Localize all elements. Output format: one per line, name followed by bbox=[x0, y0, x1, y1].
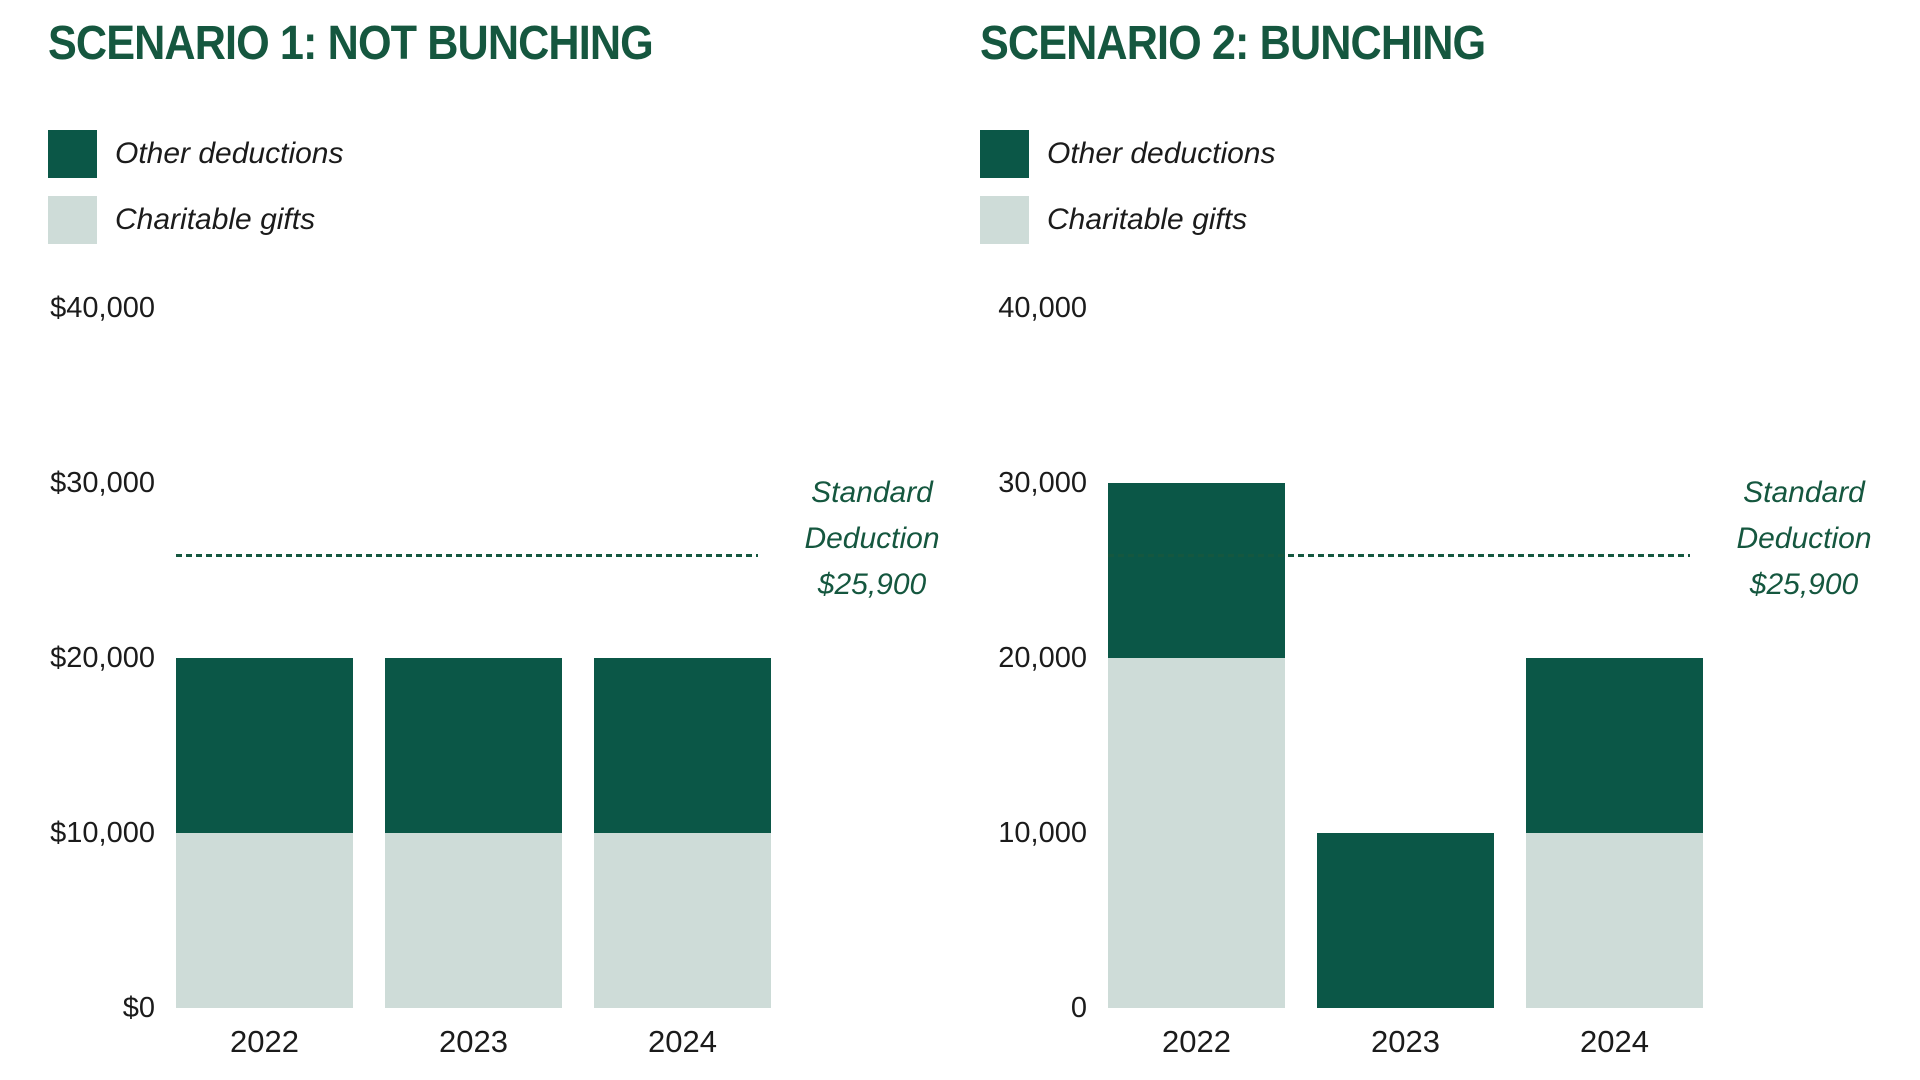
bar-segment-other-deductions bbox=[385, 658, 562, 833]
legend-item-charitable-gifts: Charitable gifts bbox=[980, 196, 1275, 244]
y-axis-tick-label: $10,000 bbox=[50, 817, 155, 849]
x-axis-year-label: 2023 bbox=[1371, 1024, 1440, 1059]
legend-swatch-charitable-gifts bbox=[48, 196, 97, 244]
standard-deduction-line bbox=[176, 553, 758, 557]
legend: Other deductions Charitable gifts bbox=[980, 130, 1275, 262]
legend-item-other-deductions: Other deductions bbox=[980, 130, 1275, 178]
bar-segment-charitable-gifts bbox=[594, 833, 771, 1008]
standard-deduction-label: Standard Deduction $25,900 bbox=[804, 476, 940, 601]
x-axis-year-label: 2024 bbox=[648, 1024, 717, 1059]
bar-segment-other-deductions bbox=[594, 658, 771, 833]
legend-label: Charitable gifts bbox=[115, 203, 316, 236]
y-axis-tick-label: $20,000 bbox=[50, 642, 155, 674]
y-axis-tick-label: 10,000 bbox=[998, 817, 1087, 849]
bar-segment-other-deductions bbox=[1108, 483, 1285, 658]
x-axis-year-label: 2022 bbox=[230, 1024, 299, 1059]
legend-label: Other deductions bbox=[115, 137, 344, 170]
scenario-1-chart: SCENARIO 1: NOT BUNCHING Other deduction… bbox=[48, 17, 940, 1059]
legend-label: Other deductions bbox=[1047, 137, 1276, 170]
chart-title: SCENARIO 1: NOT BUNCHING bbox=[48, 17, 654, 70]
legend-label: Charitable gifts bbox=[1047, 203, 1248, 236]
x-axis-year-label: 2024 bbox=[1580, 1024, 1649, 1059]
standard-deduction-line bbox=[1108, 553, 1690, 557]
y-axis-tick-label: 40,000 bbox=[998, 292, 1087, 324]
bar-segment-charitable-gifts bbox=[1526, 833, 1703, 1008]
bar-segment-other-deductions bbox=[1526, 658, 1703, 833]
legend-item-charitable-gifts: Charitable gifts bbox=[48, 196, 343, 244]
bar-segment-charitable-gifts bbox=[385, 833, 562, 1008]
y-axis-tick-label: 20,000 bbox=[998, 642, 1087, 674]
x-axis-year-label: 2022 bbox=[1162, 1024, 1231, 1059]
bar-segment-other-deductions bbox=[1317, 833, 1494, 1008]
legend-swatch-other-deductions bbox=[980, 130, 1029, 178]
legend: Other deductions Charitable gifts bbox=[48, 130, 343, 262]
y-axis-tick-label: $40,000 bbox=[50, 292, 155, 324]
legend-item-other-deductions: Other deductions bbox=[48, 130, 343, 178]
bar-segment-charitable-gifts bbox=[176, 833, 353, 1008]
y-axis-tick-label: $30,000 bbox=[50, 467, 155, 499]
bar-segment-other-deductions bbox=[176, 658, 353, 833]
legend-swatch-other-deductions bbox=[48, 130, 97, 178]
bar-segment-charitable-gifts bbox=[1108, 658, 1285, 1008]
scenario-2-chart: SCENARIO 2: BUNCHING Other deductions Ch… bbox=[932, 0, 1892, 1080]
legend-swatch-charitable-gifts bbox=[980, 196, 1029, 244]
standard-deduction-label: Standard Deduction $25,900 bbox=[1736, 476, 1872, 601]
y-axis-tick-label: 0 bbox=[1070, 992, 1087, 1024]
y-axis-tick-label: 30,000 bbox=[998, 467, 1087, 499]
y-axis-tick-label: $0 bbox=[122, 992, 155, 1024]
x-axis-year-label: 2023 bbox=[439, 1024, 508, 1059]
chart-title: SCENARIO 2: BUNCHING bbox=[980, 17, 1486, 70]
